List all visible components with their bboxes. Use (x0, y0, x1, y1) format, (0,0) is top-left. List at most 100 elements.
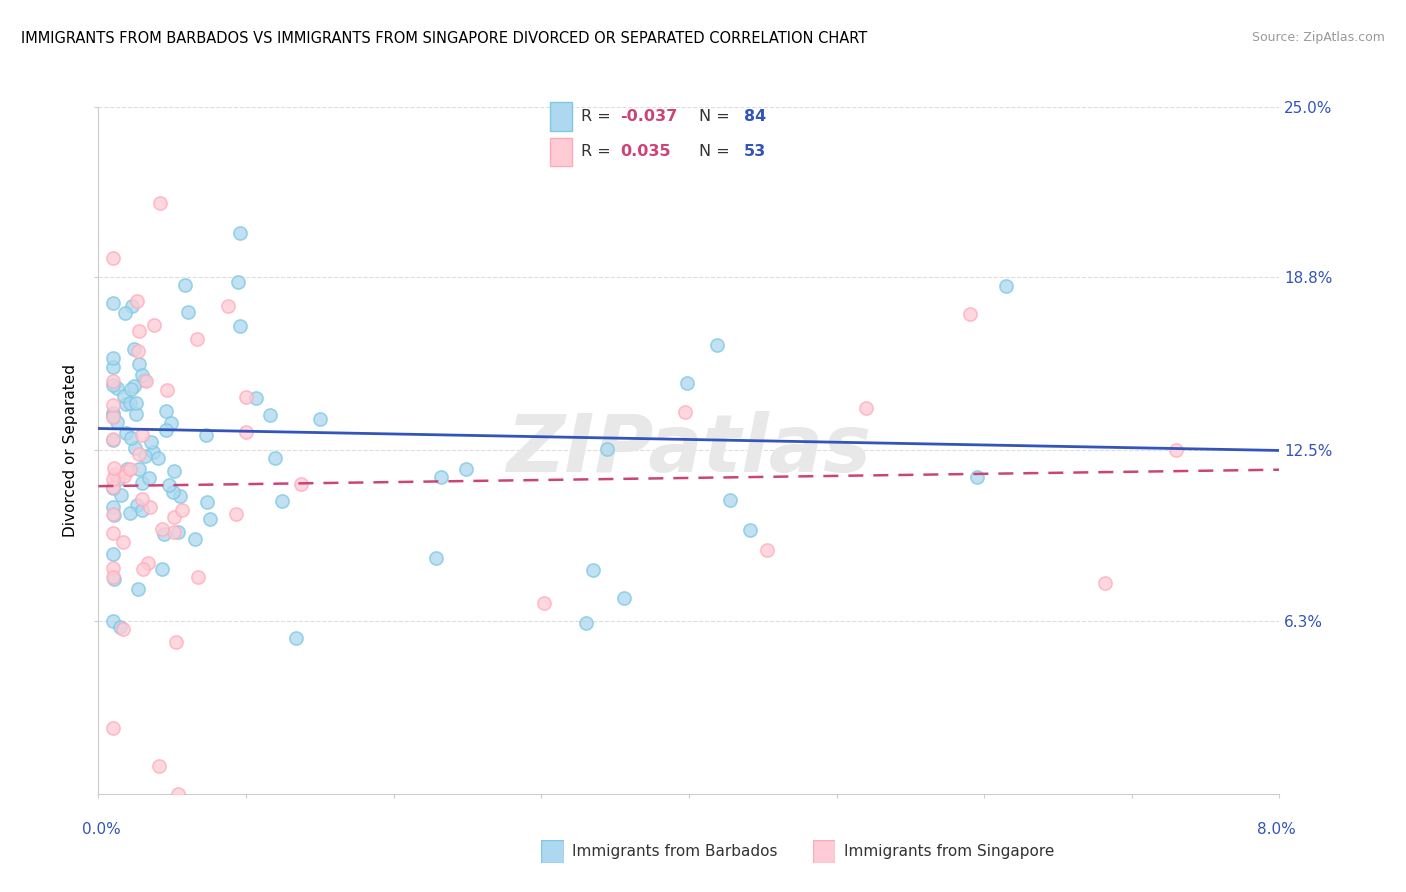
Point (112, 389, 135, 403)
Point (104, 467, 127, 481)
Point (103, 378, 125, 392)
Point (187, 570, 209, 584)
Point (132, 373, 155, 387)
Point (125, 396, 148, 410)
Point (128, 325, 150, 339)
Point (309, 411, 332, 425)
Point (740, 523, 762, 537)
Point (111, 534, 134, 549)
Text: N =: N = (699, 145, 734, 160)
Point (1094, 576, 1116, 591)
Point (575, 615, 598, 630)
Point (115, 397, 138, 411)
FancyBboxPatch shape (550, 137, 572, 166)
Point (855, 401, 877, 415)
Text: 8.0%: 8.0% (1257, 822, 1296, 837)
Point (118, 506, 141, 520)
Point (162, 484, 184, 499)
Point (125, 498, 148, 512)
Point (157, 478, 180, 492)
Point (114, 306, 136, 320)
Point (107, 415, 129, 429)
Point (229, 226, 252, 240)
Point (131, 368, 153, 383)
Point (425, 551, 447, 566)
Point (226, 276, 249, 290)
Point (167, 787, 190, 801)
Point (142, 318, 165, 333)
Point (131, 476, 153, 491)
Point (706, 338, 728, 352)
Point (966, 469, 988, 483)
Point (128, 462, 150, 476)
Point (103, 481, 125, 495)
Point (177, 305, 200, 319)
Point (162, 509, 184, 524)
Point (186, 332, 208, 346)
Point (103, 432, 125, 446)
Point (456, 462, 478, 476)
Point (103, 374, 125, 388)
Point (107, 472, 129, 486)
Point (115, 462, 138, 476)
Point (138, 500, 160, 514)
Point (125, 293, 148, 308)
Point (596, 442, 619, 456)
Point (229, 318, 252, 333)
Text: Immigrants from Barbados: Immigrants from Barbados (572, 845, 778, 859)
Point (103, 500, 125, 515)
Text: -0.037: -0.037 (620, 109, 678, 124)
Text: 0.0%: 0.0% (82, 822, 121, 837)
Point (131, 503, 153, 517)
Y-axis label: Divorced or Separated: Divorced or Separated (63, 364, 79, 537)
Point (285, 631, 308, 645)
Point (103, 406, 125, 420)
Text: R =: R = (581, 145, 616, 160)
Point (155, 383, 177, 397)
Point (1166, 443, 1188, 458)
Point (103, 296, 125, 310)
Point (169, 489, 191, 503)
Point (155, 403, 177, 417)
Point (271, 493, 294, 508)
Point (114, 425, 136, 440)
Point (103, 547, 125, 561)
Point (103, 409, 125, 423)
Point (103, 359, 125, 374)
Point (127, 582, 149, 597)
Point (122, 379, 145, 393)
Point (173, 278, 195, 293)
Point (103, 572, 125, 586)
Point (245, 391, 267, 405)
Point (163, 525, 186, 540)
Point (131, 428, 153, 442)
Text: Source: ZipAtlas.com: Source: ZipAtlas.com (1251, 31, 1385, 45)
Point (718, 493, 741, 508)
Point (110, 487, 132, 501)
Point (103, 251, 125, 265)
Point (103, 569, 125, 583)
Point (120, 431, 142, 445)
Point (103, 508, 125, 523)
Point (105, 380, 128, 394)
Text: 84: 84 (744, 109, 766, 124)
Point (103, 721, 125, 735)
Point (103, 472, 125, 486)
Point (198, 512, 221, 526)
FancyBboxPatch shape (550, 102, 572, 131)
Point (124, 442, 146, 456)
Point (120, 462, 142, 476)
Point (103, 351, 125, 365)
Point (160, 416, 183, 430)
Point (103, 480, 125, 494)
Point (110, 620, 132, 634)
Point (194, 428, 217, 442)
Point (959, 307, 981, 321)
Point (217, 299, 239, 313)
Point (149, 196, 172, 211)
Point (103, 409, 125, 424)
Point (134, 449, 156, 463)
Point (103, 526, 125, 541)
Point (755, 543, 778, 558)
Point (120, 382, 142, 396)
